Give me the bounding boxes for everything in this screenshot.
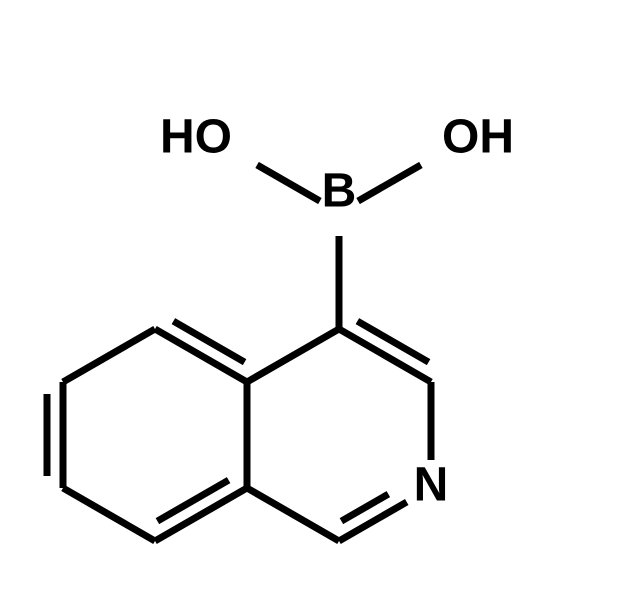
atom-label-HO1: HO — [160, 111, 232, 164]
atom-label-B: B — [322, 165, 357, 218]
atom-label-N: N — [414, 459, 449, 512]
atom-label-OH2: OH — [442, 111, 514, 164]
